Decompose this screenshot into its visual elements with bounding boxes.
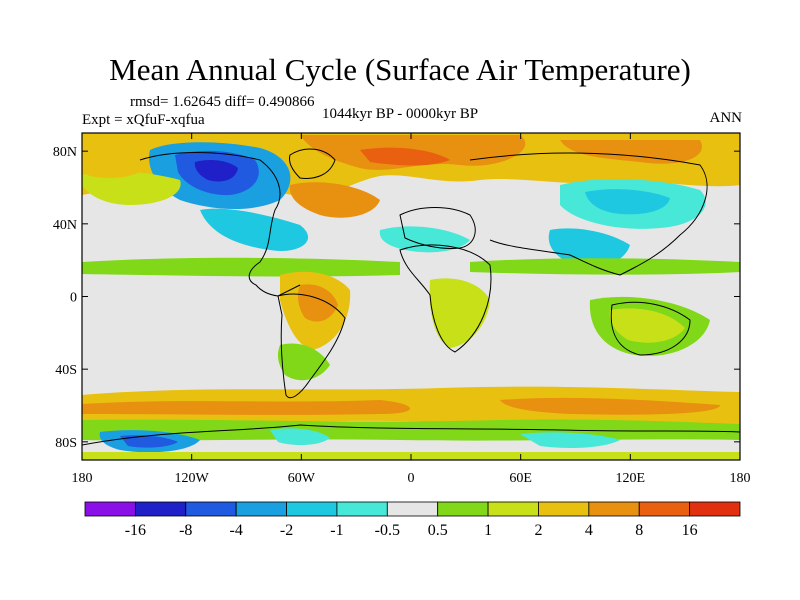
colorbar-label: -2 bbox=[280, 522, 293, 539]
us-cooling-region bbox=[200, 208, 309, 251]
tropical-indo-pacific-band bbox=[470, 258, 740, 275]
australia-coast bbox=[610, 301, 691, 356]
southern-ocean-warming-region bbox=[82, 386, 740, 425]
antarctica-strong-cooling-region bbox=[120, 435, 178, 448]
colorbar-label: 16 bbox=[682, 522, 698, 539]
greenland-coast bbox=[289, 148, 336, 179]
colorbar-swatch bbox=[437, 501, 489, 517]
colorbar-label: 0.5 bbox=[428, 522, 448, 539]
time-period-label: 1044kyr BP - 0000kyr BP bbox=[322, 106, 479, 122]
temperature-field bbox=[82, 133, 740, 460]
africa-coast bbox=[399, 244, 492, 353]
colorbar: -16 -8 -4 -2 -1 -0.5 0.5 1 2 4 8 16 bbox=[84, 501, 741, 539]
canada-core-cooling-region bbox=[194, 160, 238, 182]
lon-tick-label: 120W bbox=[175, 471, 210, 486]
colorbar-label: -1 bbox=[330, 522, 343, 539]
barents-intense-warming-region bbox=[360, 147, 450, 166]
colorbar-swatch bbox=[487, 501, 539, 517]
colorbar-swatch bbox=[235, 501, 287, 517]
amazon-strong-warming-region bbox=[297, 284, 338, 322]
colorbar-swatch bbox=[336, 501, 388, 517]
tropical-atlantic-band bbox=[82, 257, 400, 277]
colorbar-swatch bbox=[588, 501, 640, 517]
lon-tick-label: 60E bbox=[509, 471, 532, 486]
africa-warming-region bbox=[429, 278, 490, 348]
south-america-coast bbox=[277, 293, 346, 399]
weddell-cooling-region bbox=[270, 428, 330, 446]
latitude-axis: 80N 40N 0 40S 80S bbox=[53, 145, 740, 451]
asia-coast bbox=[469, 152, 708, 276]
page-title: Mean Annual Cycle (Surface Air Temperatu… bbox=[109, 52, 691, 87]
china-cooling-region bbox=[548, 228, 630, 268]
east-antarctica-cooling-region bbox=[520, 432, 620, 448]
north-america-coast bbox=[139, 152, 301, 297]
australia-core-warming-region bbox=[609, 308, 685, 343]
colorbar-label: 1 bbox=[484, 522, 492, 539]
colorbar-label: 8 bbox=[635, 522, 643, 539]
colorbar-label: -16 bbox=[125, 522, 146, 539]
antarctica-coast bbox=[82, 424, 740, 446]
lon-tick-label: 120E bbox=[616, 471, 646, 486]
lat-tick-label: 80S bbox=[55, 436, 77, 451]
siberia-strong-warming-region bbox=[560, 140, 702, 164]
north-atlantic-warming-region bbox=[289, 182, 380, 218]
colorbar-swatch bbox=[638, 501, 691, 517]
colorbar-swatch bbox=[134, 501, 187, 517]
colorbar-label: -0.5 bbox=[375, 522, 400, 539]
north-pacific-warming-region bbox=[82, 171, 181, 205]
colorbar-label: 2 bbox=[534, 522, 542, 539]
lon-tick-label: 0 bbox=[408, 471, 415, 486]
season-label: ANN bbox=[709, 110, 743, 126]
coastlines bbox=[82, 148, 740, 446]
colorbar-label: -8 bbox=[179, 522, 192, 539]
colorbar-swatch bbox=[84, 501, 136, 517]
southern-indian-strong-warming-region bbox=[500, 397, 720, 415]
colorbar-swatch bbox=[538, 501, 590, 517]
lon-tick-label: 180 bbox=[72, 471, 93, 486]
rmsd-diff-stats: rmsd= 1.62645 diff= 0.490866 bbox=[130, 94, 315, 110]
experiment-label: Expt = xQfuF-xqfua bbox=[82, 112, 205, 128]
lon-tick-label: 60W bbox=[288, 471, 316, 486]
eurasia-strong-cooling-region bbox=[585, 189, 670, 215]
southern-ocean-strong-warming-region bbox=[82, 400, 410, 415]
lat-tick-label: 40S bbox=[55, 363, 77, 378]
lat-tick-label: 80N bbox=[53, 145, 77, 160]
colorbar-swatch bbox=[689, 501, 741, 517]
colorbar-swatch bbox=[386, 501, 439, 517]
lat-tick-label: 40N bbox=[53, 218, 77, 233]
colorbar-swatch bbox=[185, 501, 237, 517]
lon-tick-label: 180 bbox=[730, 471, 751, 486]
lat-tick-label: 0 bbox=[70, 291, 77, 306]
longitude-axis: 180 120W 60W 0 60E 120E 180 bbox=[72, 133, 751, 486]
colorbar-swatch bbox=[286, 501, 338, 517]
bering-warming-region bbox=[82, 157, 145, 178]
colorbar-label: -4 bbox=[229, 522, 242, 539]
colorbar-label: 4 bbox=[585, 522, 593, 539]
